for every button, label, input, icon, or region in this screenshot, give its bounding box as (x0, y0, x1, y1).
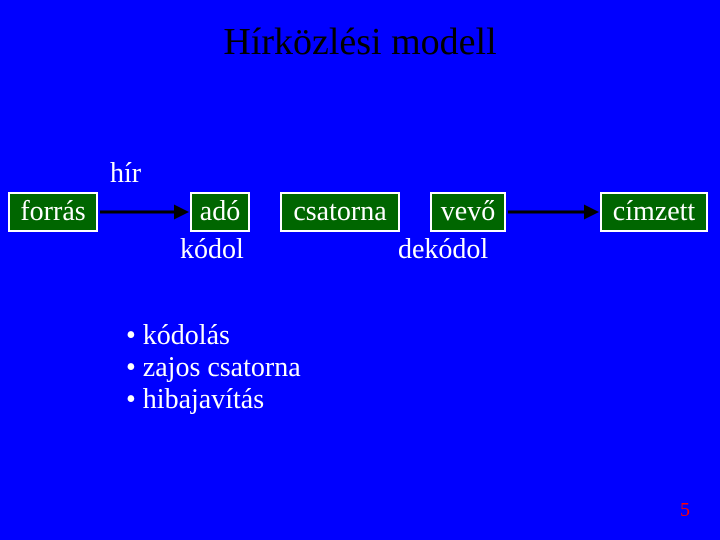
slide: Hírközlési modell forrás adó csatorna ve… (0, 0, 720, 540)
bullet-item: • kódolás (126, 320, 301, 352)
bullet-list: • kódolás • zajos csatorna • hibajavítás (126, 320, 301, 417)
bullet-item: • hibajavítás (126, 384, 301, 416)
arrows (0, 0, 720, 540)
bullet-item: • zajos csatorna (126, 352, 301, 384)
page-number: 5 (680, 499, 690, 522)
